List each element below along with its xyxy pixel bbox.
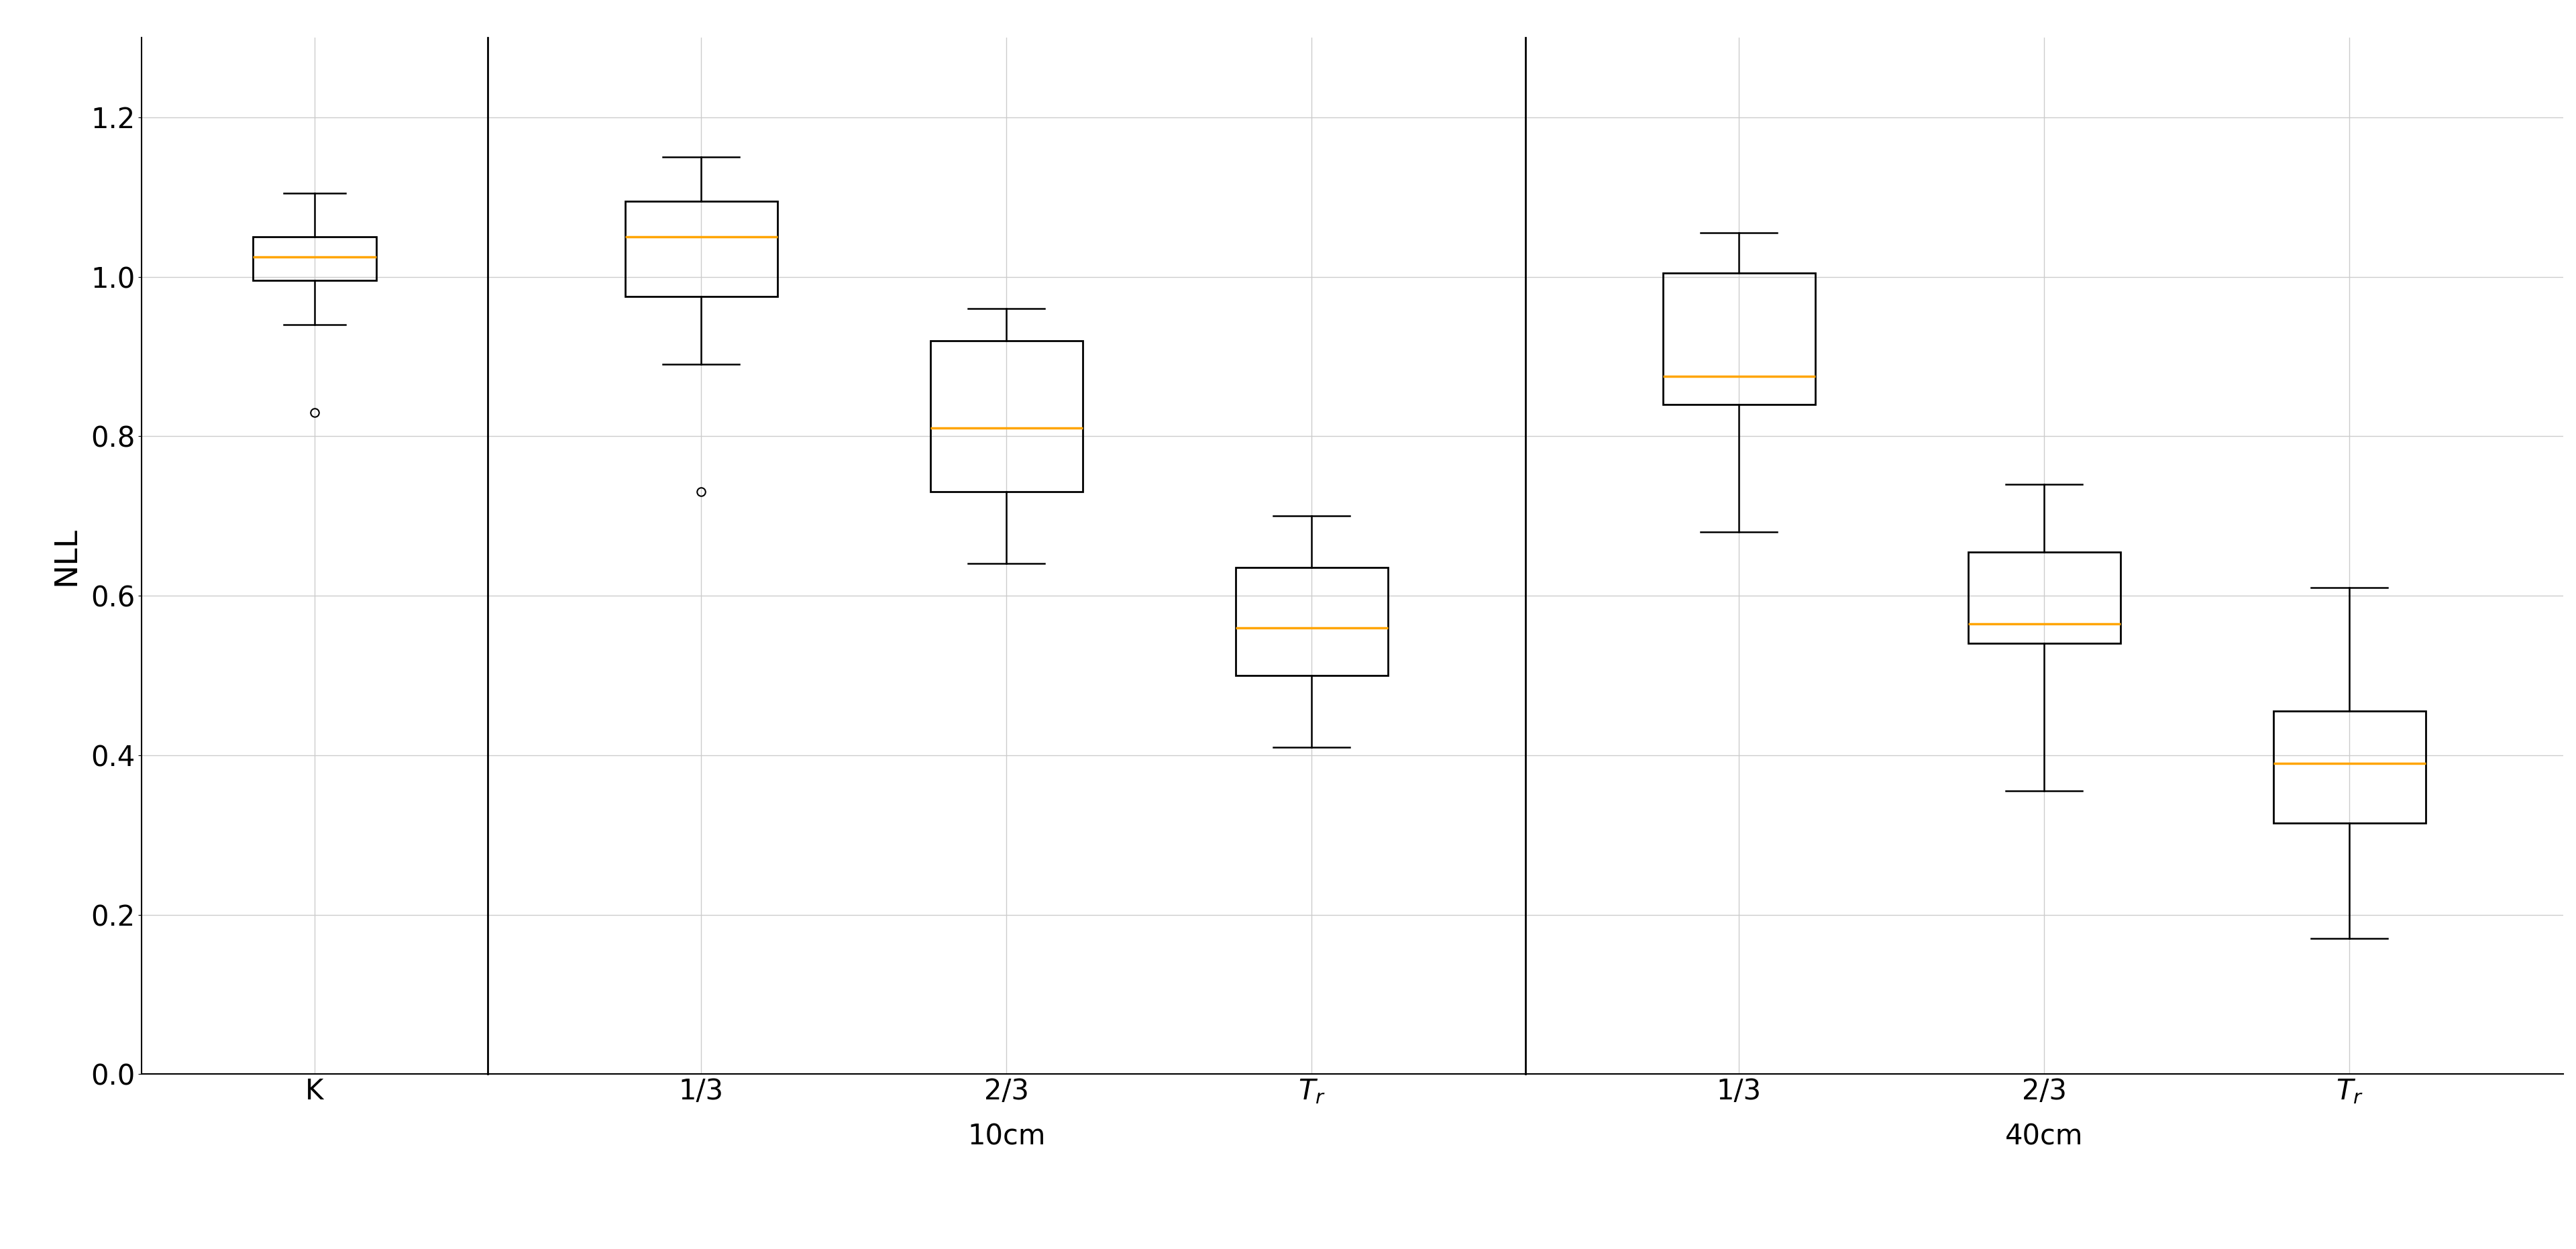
Text: 40cm: 40cm — [2004, 1123, 2084, 1150]
Text: 10cm: 10cm — [969, 1123, 1046, 1150]
Y-axis label: NLL: NLL — [52, 526, 82, 586]
